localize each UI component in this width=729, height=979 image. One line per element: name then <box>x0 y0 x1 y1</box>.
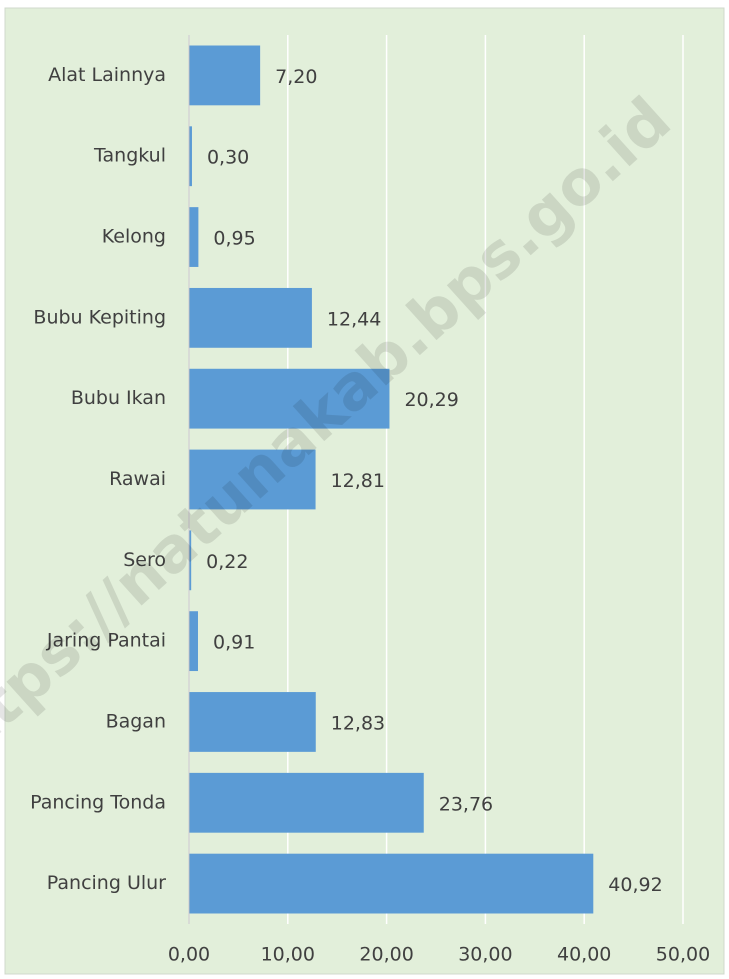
data-label: 0,22 <box>206 551 248 573</box>
bar <box>189 368 390 429</box>
data-label: 0,91 <box>213 632 255 654</box>
y-tick-label: Pancing Ulur <box>47 872 166 894</box>
data-label: 20,29 <box>404 389 458 411</box>
bars <box>189 45 594 914</box>
x-tick-label: 0,00 <box>168 944 210 966</box>
y-tick-label: Bubu Ikan <box>71 387 166 409</box>
data-label: 12,81 <box>331 470 385 492</box>
bar <box>189 207 199 267</box>
y-tick-label: Sero <box>123 549 166 571</box>
y-tick-label: Bagan <box>106 710 166 732</box>
y-tick-label: Bubu Kepiting <box>33 306 166 328</box>
data-label: 0,95 <box>213 228 255 250</box>
x-tick-label: 30,00 <box>458 944 512 966</box>
data-label: 40,92 <box>608 874 662 896</box>
bar <box>189 449 316 510</box>
y-tick-label: Jaring Pantai <box>46 630 166 652</box>
bar <box>189 611 198 672</box>
bar <box>189 287 312 348</box>
x-tick-label: 20,00 <box>359 944 413 966</box>
bar <box>189 853 594 914</box>
x-tick-label: 40,00 <box>557 944 611 966</box>
y-tick-label: Pancing Tonda <box>30 791 166 813</box>
bar <box>189 126 192 187</box>
data-label: 12,44 <box>327 308 381 330</box>
x-tick-label: 50,00 <box>656 944 710 966</box>
bar <box>189 530 192 591</box>
data-label: 7,20 <box>275 66 317 88</box>
bar <box>189 772 424 833</box>
y-tick-label: Rawai <box>109 468 166 490</box>
y-tick-label: Alat Lainnya <box>48 64 166 86</box>
bar <box>189 692 316 752</box>
bar <box>189 45 261 106</box>
y-tick-label: Kelong <box>102 226 166 248</box>
y-tick-label: Tangkul <box>93 145 166 167</box>
x-tick-label: 10,00 <box>261 944 315 966</box>
data-label: 12,83 <box>331 712 385 734</box>
data-label: 0,30 <box>207 147 249 169</box>
data-label: 23,76 <box>439 793 493 815</box>
